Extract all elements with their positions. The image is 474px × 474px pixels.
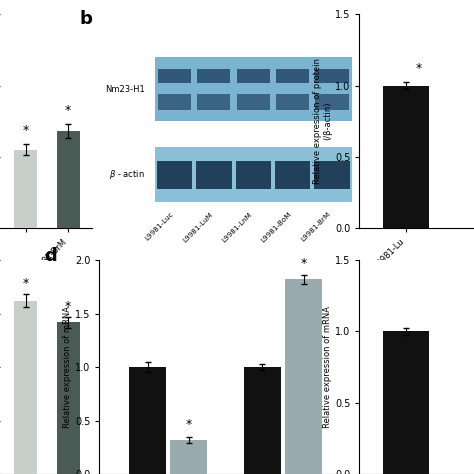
Bar bbox=[383, 85, 429, 228]
Bar bbox=[236, 161, 271, 189]
Text: *: * bbox=[65, 104, 72, 117]
Bar bbox=[237, 93, 270, 109]
Bar bbox=[155, 147, 352, 202]
Y-axis label: Relative expression of mRNA: Relative expression of mRNA bbox=[323, 306, 332, 428]
Text: *: * bbox=[186, 418, 192, 431]
Text: *: * bbox=[416, 62, 422, 75]
Bar bbox=[171, 440, 207, 474]
Bar bbox=[158, 69, 191, 82]
Bar bbox=[155, 57, 352, 121]
Bar bbox=[275, 161, 310, 189]
Bar bbox=[158, 93, 191, 109]
Text: L9981-LnM: L9981-LnM bbox=[221, 211, 253, 244]
Bar bbox=[276, 69, 309, 82]
Bar bbox=[56, 322, 80, 474]
Bar bbox=[314, 161, 350, 189]
Bar bbox=[14, 150, 37, 228]
Text: L9981-BrM: L9981-BrM bbox=[300, 211, 332, 243]
Text: d: d bbox=[44, 247, 56, 265]
Text: L9981-BoM: L9981-BoM bbox=[260, 211, 292, 244]
Bar bbox=[197, 69, 230, 82]
Bar bbox=[56, 131, 80, 228]
Text: *: * bbox=[65, 300, 72, 312]
Text: *: * bbox=[22, 277, 29, 290]
Bar bbox=[316, 93, 348, 109]
Y-axis label: Relative expression of protein
(/β-actin): Relative expression of protein (/β-actin… bbox=[313, 58, 332, 184]
Text: L9981-LuM: L9981-LuM bbox=[182, 211, 214, 244]
Text: $\beta$ - actin: $\beta$ - actin bbox=[109, 168, 145, 181]
Bar bbox=[383, 331, 429, 474]
Bar bbox=[157, 161, 192, 189]
Bar bbox=[197, 93, 230, 109]
Text: Nm23-H1: Nm23-H1 bbox=[105, 84, 145, 93]
Text: L9981-Luc: L9981-Luc bbox=[144, 211, 174, 242]
Y-axis label: Relative expression of mRNA: Relative expression of mRNA bbox=[63, 306, 72, 428]
Bar bbox=[196, 161, 232, 189]
Bar bbox=[237, 69, 270, 82]
Bar bbox=[14, 301, 37, 474]
Bar bbox=[316, 69, 348, 82]
Bar bbox=[244, 367, 281, 474]
Text: *: * bbox=[22, 124, 29, 137]
Text: *: * bbox=[301, 257, 307, 270]
Text: b: b bbox=[79, 10, 92, 28]
Bar bbox=[276, 93, 309, 109]
Bar bbox=[285, 279, 322, 474]
Bar bbox=[129, 367, 166, 474]
